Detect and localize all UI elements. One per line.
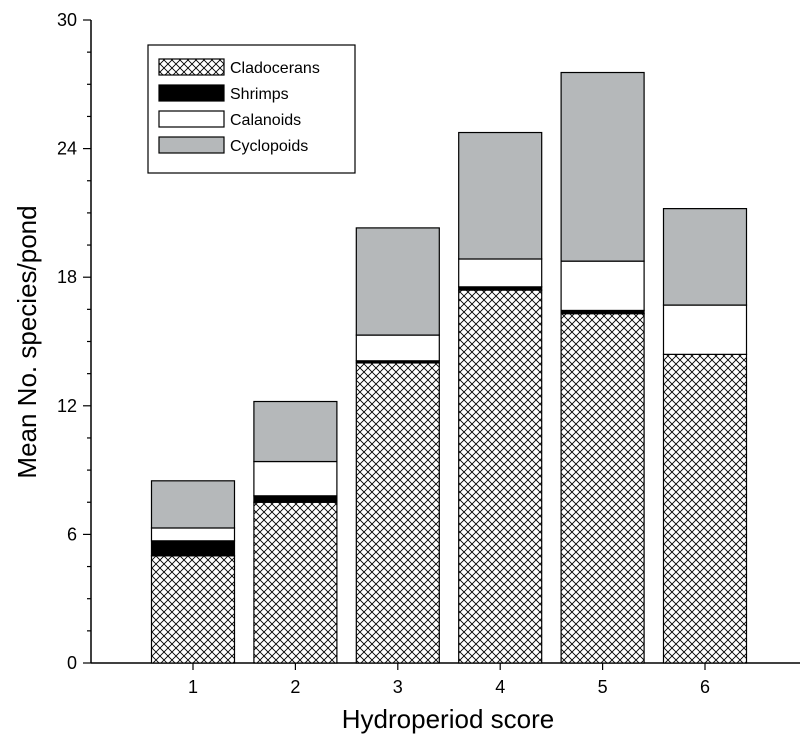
- y-tick-label: 0: [67, 653, 77, 673]
- bar-calanoids-1: [150, 527, 236, 542]
- legend-swatch-cyclopoids: [158, 136, 225, 154]
- bar-shrimps-2: [253, 495, 338, 503]
- bar-cladocerans-2: [253, 501, 338, 664]
- bar-cladocerans-4: [458, 289, 543, 664]
- y-axis-title: Mean No. species/pond: [12, 205, 42, 478]
- legend-swatch-calanoids: [158, 110, 225, 128]
- bar-cyclopoids-6: [662, 208, 748, 306]
- x-tick-label: 5: [598, 677, 608, 697]
- bar-calanoids-3: [355, 334, 440, 362]
- x-tick-label: 2: [290, 677, 300, 697]
- bar-cladocerans-1: [150, 555, 236, 664]
- x-tick-label: 6: [700, 677, 710, 697]
- legend-label-calanoids: Calanoids: [230, 112, 301, 129]
- x-tick-label: 3: [393, 677, 403, 697]
- legend-swatch-cladocerans: [158, 58, 225, 76]
- legend: Cladocerans Shrimps Calanoids Cyclopoids: [147, 44, 356, 174]
- bar-calanoids-2: [253, 460, 338, 497]
- bar-calanoids-4: [458, 258, 543, 288]
- legend-swatch-shrimps: [158, 84, 225, 102]
- x-axis-title: Hydroperiod score: [342, 704, 554, 734]
- y-tick-label: 12: [57, 396, 77, 416]
- bar-cladocerans-6: [662, 353, 748, 664]
- bar-cyclopoids-4: [458, 131, 543, 260]
- bar-cyclopoids-3: [355, 227, 440, 336]
- bars: [150, 71, 748, 664]
- legend-label-cyclopoids: Cyclopoids: [230, 138, 308, 155]
- bar-cyclopoids-1: [150, 480, 236, 529]
- bar-shrimps-1: [150, 540, 236, 557]
- y-tick-label: 30: [57, 10, 77, 30]
- y-tick-label: 18: [57, 267, 77, 287]
- bar-cyclopoids-5: [560, 71, 645, 262]
- y-tick-label: 6: [67, 524, 77, 544]
- bar-calanoids-6: [662, 304, 748, 355]
- y-tick-label: 24: [57, 139, 77, 159]
- bar-calanoids-5: [560, 260, 645, 312]
- bar-cladocerans-5: [560, 313, 645, 664]
- bar-cyclopoids-2: [253, 400, 338, 463]
- legend-label-shrimps: Shrimps: [230, 86, 289, 103]
- legend-label-cladocerans: Cladocerans: [230, 60, 320, 77]
- x-tick-label: 1: [188, 677, 198, 697]
- x-tick-label: 4: [495, 677, 505, 697]
- bar-cladocerans-3: [355, 362, 440, 664]
